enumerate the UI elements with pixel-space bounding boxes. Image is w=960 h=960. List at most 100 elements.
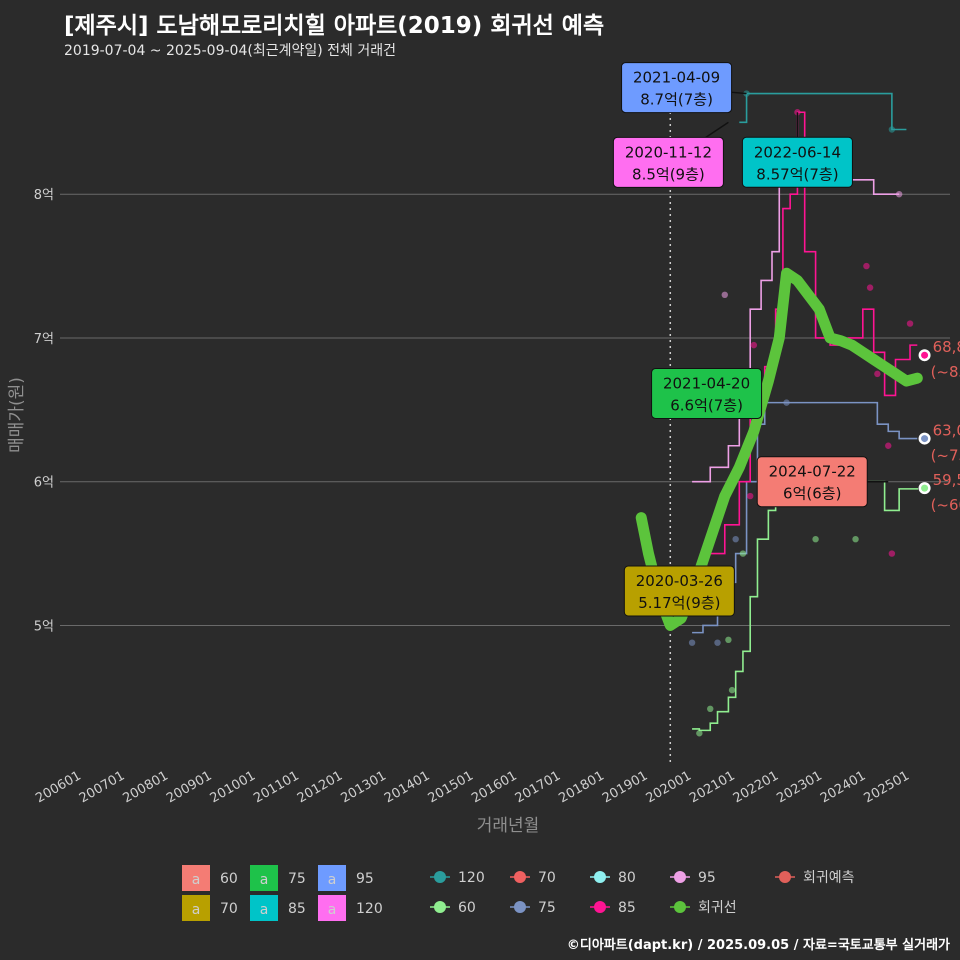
annotation-box xyxy=(612,136,724,188)
annotation-value: 8.57억(7층) xyxy=(756,165,838,183)
scatter-point xyxy=(747,492,754,500)
x-tick-label: 202401 xyxy=(818,768,868,806)
legend-line-label: 80 xyxy=(618,870,636,886)
legend-point-key xyxy=(434,871,446,883)
legend-glyph: a xyxy=(328,902,337,918)
legend-glyph: a xyxy=(192,872,201,888)
x-tick-label: 200901 xyxy=(164,768,214,806)
annotation-date: 2021-04-09 xyxy=(633,69,720,87)
prediction-price: 63,000 xyxy=(933,422,960,440)
scatter-point xyxy=(906,320,914,327)
scatter-point xyxy=(688,639,696,646)
annotation-date: 2020-03-26 xyxy=(636,572,723,590)
regression-line xyxy=(635,267,923,631)
x-ticks: 2006012007012008012009012010012011012012… xyxy=(33,768,912,806)
scatter-point xyxy=(863,262,870,270)
y-tick-label: 5억 xyxy=(34,619,54,634)
x-tick-label: 202301 xyxy=(774,768,824,806)
legend-label: 70 xyxy=(220,901,238,917)
annotation-box xyxy=(623,565,735,617)
grid-lines xyxy=(60,112,950,762)
x-tick-label: 200701 xyxy=(77,768,127,806)
legend-line-label: 회귀선 xyxy=(698,900,737,916)
legend-line-label: 회귀예측 xyxy=(803,870,855,886)
annotations: 2021-04-09 8.7억(7층) 2020-11-12 8.5억(9층) 2022… xyxy=(612,62,889,617)
annotation-value: 8.7억(7층) xyxy=(640,91,713,109)
legend-point-key xyxy=(594,901,606,913)
legend-point-key xyxy=(779,871,791,883)
legend-key-70 xyxy=(182,895,210,921)
x-tick-label: 202001 xyxy=(644,768,694,806)
legend-key-95 xyxy=(318,865,346,891)
legend-label: 85 xyxy=(288,901,306,917)
annotation-date: 2024-07-22 xyxy=(769,463,856,481)
y-axis-title: 매매가(원) xyxy=(7,377,27,453)
legend-glyph: a xyxy=(260,902,269,918)
legend-key-85 xyxy=(250,895,278,921)
legend-glyph: a xyxy=(328,872,337,888)
legend-line-label: 85 xyxy=(618,900,636,916)
prediction-point xyxy=(921,351,929,359)
series-line-95 xyxy=(692,179,900,483)
scatter-point xyxy=(783,399,790,406)
x-tick-label: 201801 xyxy=(556,768,606,806)
scatter-point xyxy=(888,126,896,133)
annotation-box xyxy=(651,367,763,419)
scatter-point xyxy=(696,730,703,737)
annotation-value: 8.5억(9층) xyxy=(632,165,705,183)
scatter-point xyxy=(895,190,903,198)
legend-glyph: a xyxy=(192,902,201,918)
scatter-point xyxy=(725,636,732,644)
legend-line-label: 95 xyxy=(698,870,716,886)
series-line-120 xyxy=(739,92,907,131)
scatter-point xyxy=(732,535,739,543)
scatter-point xyxy=(885,442,892,449)
legend-label: 120 xyxy=(356,901,383,917)
legend-point-key xyxy=(514,901,526,913)
prediction-area: (~75㎡) xyxy=(931,447,960,465)
scatter-point xyxy=(714,639,721,646)
prediction-area: (~85㎡) xyxy=(931,363,960,381)
annotation-value: 6.6억(7층) xyxy=(670,396,743,414)
x-tick-label: 201501 xyxy=(426,768,476,806)
scatter-point xyxy=(728,686,736,694)
x-tick-label: 201001 xyxy=(208,768,258,806)
source-caption: ©디아파트(dapt.kr) / 2025.09.05 / 자료=국토교통부 실… xyxy=(566,938,950,953)
x-tick-label: 201601 xyxy=(469,768,519,806)
x-tick-label: 201401 xyxy=(382,768,432,806)
predictions: 68,800 (~85㎡) 63,000 (~75㎡) 59,550 (~60㎡) xyxy=(918,338,960,514)
legend-point-key xyxy=(594,871,606,883)
x-tick-label: 200601 xyxy=(33,768,83,806)
legend: a 60 a 70 a 75 a 85 a 95 a 120 120 60 70 75 80 85 95 회귀선 회귀예… xyxy=(182,865,855,921)
legend-glyph: a xyxy=(260,872,269,888)
x-tick-label: 201701 xyxy=(513,768,563,806)
scatter-point xyxy=(721,291,728,299)
annotation-value: 5.17억(9층) xyxy=(638,594,720,612)
legend-point-key xyxy=(514,871,526,883)
x-tick-label: 201101 xyxy=(251,768,301,806)
x-axis-title: 거래년월 xyxy=(477,816,540,836)
prediction-point xyxy=(921,435,929,443)
annotation-date: 2021-04-20 xyxy=(663,374,750,392)
annotation-box xyxy=(741,136,853,188)
legend-label: 60 xyxy=(220,871,238,887)
scatter-point xyxy=(852,535,859,543)
x-tick-label: 202501 xyxy=(862,768,912,806)
scatter-point xyxy=(888,550,896,557)
legend-point-key xyxy=(674,901,686,913)
legend-label: 95 xyxy=(356,871,374,887)
prediction-area: (~60㎡) xyxy=(931,496,960,514)
x-tick-label: 202201 xyxy=(731,768,781,806)
series-line-85 xyxy=(692,111,918,569)
prediction-price: 59,550 xyxy=(933,471,960,489)
legend-point-key xyxy=(434,901,446,913)
legend-key-75 xyxy=(250,865,278,891)
annotation-box xyxy=(756,456,868,508)
legend-label: 75 xyxy=(288,871,306,887)
legend-line-label: 120 xyxy=(458,870,485,886)
prediction-price: 68,800 xyxy=(933,338,960,356)
legend-key-60 xyxy=(182,865,210,891)
x-tick-label: 201901 xyxy=(600,768,650,806)
x-tick-label: 201201 xyxy=(295,768,345,806)
